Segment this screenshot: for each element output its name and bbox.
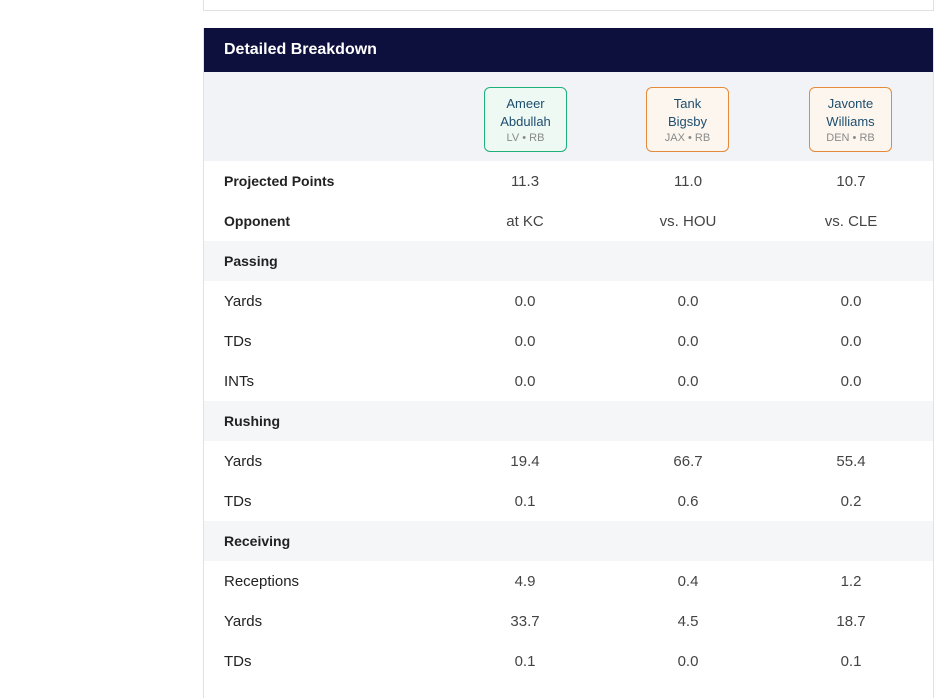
player-team-position: DEN • RB [826, 131, 875, 144]
value-bigsby: 4.5 [677, 612, 699, 630]
row-label: Opponent [224, 213, 291, 229]
row-receptions: Receptions 4.9 0.4 1.2 [204, 561, 933, 601]
value-bigsby: 0.0 [677, 652, 699, 670]
value-bigsby: vs. HOU [659, 212, 717, 230]
value-williams: 55.4 [836, 452, 866, 470]
value-williams: 0.0 [840, 332, 862, 350]
player-first-name: Tank [673, 95, 702, 111]
section-receiving: Receiving [204, 521, 933, 561]
player-team-position: LV • RB [506, 131, 545, 144]
value-williams: 1.2 [840, 572, 862, 590]
value-williams: 0.1 [840, 652, 862, 670]
value-abdullah: 0.1 [514, 492, 536, 510]
player-card-abdullah[interactable]: Ameer Abdullah LV • RB [484, 87, 567, 152]
value-abdullah: 0.1 [514, 652, 536, 670]
row-label: Yards [224, 612, 263, 630]
row-receiving-yards: Yards 33.7 4.5 18.7 [204, 601, 933, 641]
player-last-name: Abdullah [500, 113, 551, 129]
value-bigsby: 0.6 [677, 492, 699, 510]
value-abdullah: 0.0 [514, 372, 536, 390]
section-passing: Passing [204, 241, 933, 281]
section-label: Receiving [224, 533, 291, 549]
row-passing-ints: INTs 0.0 0.0 0.0 [204, 361, 933, 401]
players-header-row: Ameer Abdullah LV • RB Tank Bigsby JAX •… [204, 72, 933, 161]
player-first-name: Ameer [506, 95, 545, 111]
value-abdullah: 33.7 [510, 612, 540, 630]
row-opponent: Opponent at KC vs. HOU vs. CLE [204, 201, 933, 241]
row-label: TDs [224, 492, 252, 510]
panel-title: Detailed Breakdown [224, 41, 377, 58]
previous-card [203, 0, 934, 11]
row-label: Receptions [224, 572, 300, 590]
value-abdullah: 19.4 [510, 452, 540, 470]
value-williams: 18.7 [836, 612, 866, 630]
row-label: TDs [224, 332, 252, 350]
row-passing-tds: TDs 0.0 0.0 0.0 [204, 321, 933, 361]
row-label: TDs [224, 652, 252, 670]
value-williams: vs. CLE [824, 212, 878, 230]
row-receiving-tds: TDs 0.1 0.0 0.1 [204, 641, 933, 681]
value-williams: 0.0 [840, 372, 862, 390]
row-projected-points: Projected Points 11.3 11.0 10.7 [204, 161, 933, 201]
player-team-position: JAX • RB [664, 131, 711, 144]
row-rushing-yards: Yards 19.4 66.7 55.4 [204, 441, 933, 481]
value-williams: 0.0 [840, 292, 862, 310]
player-card-williams[interactable]: Javonte Williams DEN • RB [809, 87, 892, 152]
section-label: Passing [224, 253, 278, 269]
value-williams: 10.7 [836, 172, 866, 190]
panel-header: Detailed Breakdown [204, 28, 933, 72]
player-card-bigsby[interactable]: Tank Bigsby JAX • RB [646, 87, 729, 152]
row-label: INTs [224, 372, 254, 390]
row-passing-yards: Yards 0.0 0.0 0.0 [204, 281, 933, 321]
section-rushing: Rushing [204, 401, 933, 441]
value-abdullah: 11.3 [510, 172, 540, 190]
value-bigsby: 0.4 [677, 572, 699, 590]
value-abdullah: 0.0 [514, 332, 536, 350]
value-bigsby: 0.0 [677, 292, 699, 310]
row-label: Yards [224, 292, 263, 310]
value-abdullah: at KC [506, 212, 544, 230]
player-first-name: Javonte [827, 95, 874, 111]
value-abdullah: 0.0 [514, 292, 536, 310]
player-last-name: Bigsby [667, 113, 708, 129]
row-label: Yards [224, 452, 263, 470]
player-last-name: Williams [826, 113, 875, 129]
value-bigsby: 66.7 [673, 452, 703, 470]
row-label: Projected Points [224, 173, 335, 189]
value-bigsby: 11.0 [673, 172, 703, 190]
row-rushing-tds: TDs 0.1 0.6 0.2 [204, 481, 933, 521]
section-label: Rushing [224, 413, 280, 429]
value-abdullah: 4.9 [514, 572, 536, 590]
value-bigsby: 0.0 [677, 372, 699, 390]
detailed-breakdown-panel: Detailed Breakdown Ameer Abdullah LV • R… [203, 28, 934, 698]
value-bigsby: 0.0 [677, 332, 699, 350]
value-williams: 0.2 [840, 492, 862, 510]
